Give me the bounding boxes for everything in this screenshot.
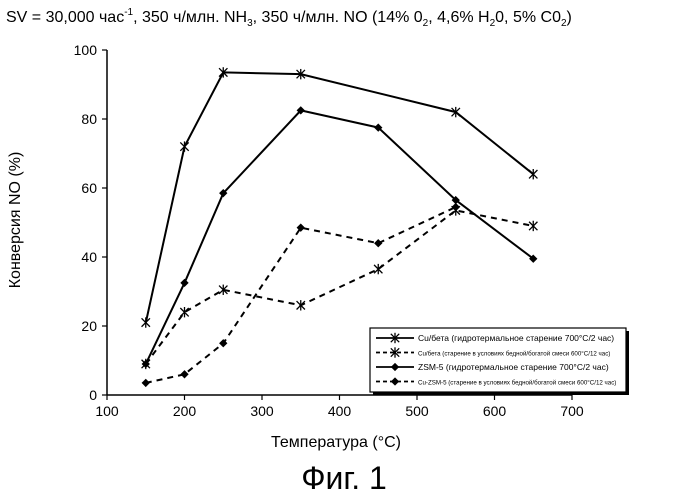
series-3-point bbox=[180, 278, 189, 288]
series-4-line bbox=[145, 206, 457, 384]
legend-marker bbox=[390, 347, 400, 358]
series-2-point bbox=[179, 307, 190, 318]
legend-shadow bbox=[373, 392, 629, 395]
x-tick-label: 400 bbox=[328, 403, 352, 419]
y-axis-ticks: 0 20 40 60 80 100 bbox=[74, 42, 107, 403]
series-3 bbox=[141, 106, 538, 369]
legend: Cu/бета (гидротермальное старение 700°C/… bbox=[369, 327, 629, 395]
y-tick-label: 60 bbox=[81, 180, 97, 196]
legend-label: Cu-ZSM-5 (старение в условиях бедной/бог… bbox=[418, 380, 616, 387]
series-3-point bbox=[529, 254, 538, 263]
y-tick-label: 20 bbox=[81, 318, 97, 334]
series-3-point bbox=[219, 189, 228, 198]
series-4-point bbox=[180, 370, 189, 379]
legend-label: Cu/бета (гидротермальное старение 700°C/… bbox=[418, 333, 614, 343]
series-1-point bbox=[141, 317, 151, 328]
series-3-point bbox=[374, 123, 383, 132]
legend-item: Cu/бета (гидротермальное старение 700°C/… bbox=[376, 332, 614, 344]
series-4-point bbox=[451, 202, 460, 212]
series-1-point bbox=[296, 68, 306, 80]
x-tick-label: 500 bbox=[405, 403, 429, 419]
legend-item: Cu/бета (старение в условиях бедной/бога… bbox=[376, 347, 610, 358]
legend-shadow bbox=[626, 331, 629, 395]
series-1-point bbox=[528, 169, 538, 180]
x-tick-label: 700 bbox=[560, 403, 584, 419]
x-tick-label: 600 bbox=[483, 403, 507, 419]
y-tick-label: 40 bbox=[81, 249, 97, 265]
series-4-point bbox=[374, 239, 383, 248]
series-2-point bbox=[373, 263, 383, 275]
series-layer bbox=[141, 67, 538, 388]
y-axis-label: Конверсия NO (%) bbox=[7, 152, 24, 289]
legend-item: Cu-ZSM-5 (старение в условиях бедной/бог… bbox=[376, 377, 616, 387]
series-2-point bbox=[528, 220, 538, 232]
series-3-point bbox=[296, 106, 305, 115]
series-1-line bbox=[144, 71, 534, 323]
legend-marker bbox=[390, 332, 400, 344]
series-2-point bbox=[218, 284, 228, 295]
series-4 bbox=[141, 202, 460, 388]
y-tick-label: 80 bbox=[81, 111, 97, 127]
series-3-line bbox=[144, 109, 534, 365]
figure-caption: Фиг. 1 bbox=[301, 460, 387, 496]
series-4-point bbox=[296, 223, 305, 232]
x-tick-label: 200 bbox=[173, 403, 197, 419]
series-3-point bbox=[141, 359, 150, 369]
x-axis-label: Температура (°C) bbox=[271, 434, 401, 451]
y-tick-label: 100 bbox=[74, 42, 98, 58]
series-1-point bbox=[179, 141, 190, 152]
legend-label: ZSM-5 (гидротермальное старение 700°C/2 … bbox=[418, 362, 609, 372]
x-tick-label: 100 bbox=[95, 403, 119, 419]
legend-item: ZSM-5 (гидротермальное старение 700°C/2 … bbox=[376, 362, 609, 372]
series-2-point bbox=[296, 300, 306, 311]
x-tick-label: 300 bbox=[250, 403, 274, 419]
series-1-point bbox=[218, 67, 228, 78]
y-tick-label: 0 bbox=[89, 387, 97, 403]
legend-marker bbox=[390, 377, 400, 386]
chart-title: SV = 30,000 час-1, 350 ч/млн. NH3, 350 ч… bbox=[6, 7, 572, 29]
legend-label: Cu/бета (старение в условиях бедной/бога… bbox=[418, 351, 610, 358]
series-1-point bbox=[451, 106, 461, 118]
legend-marker bbox=[390, 362, 400, 372]
series-4-point bbox=[141, 378, 150, 388]
x-axis-ticks: 100 200 300 400 500 600 700 bbox=[95, 395, 584, 419]
series-1 bbox=[141, 67, 538, 328]
series-4-point bbox=[219, 339, 228, 348]
